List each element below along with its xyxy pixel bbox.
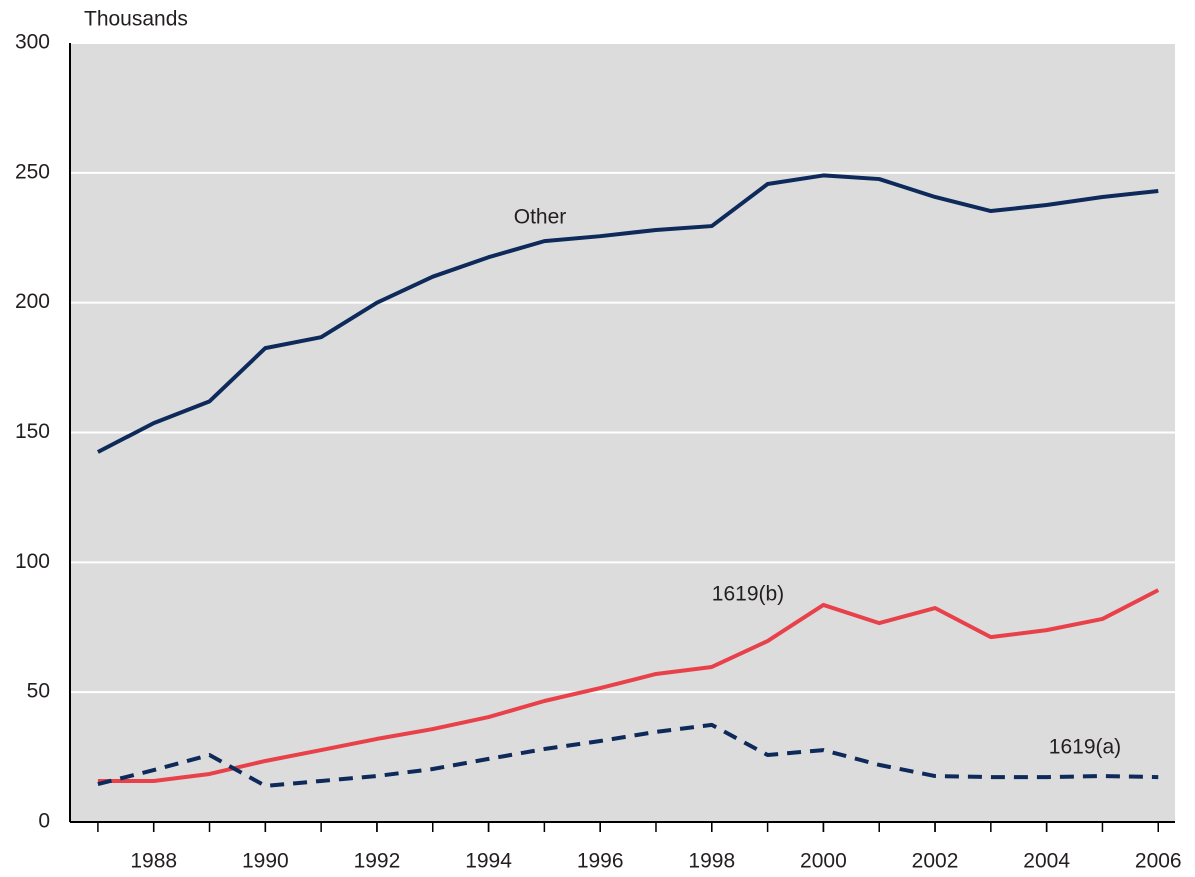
x-tick-label: 2002 [912,850,959,873]
y-tick-label: 0 [38,810,50,833]
x-tick-label: 1990 [242,850,289,873]
x-tick-label: 1996 [577,850,624,873]
series-label: 1619(b) [712,583,784,606]
y-tick-label: 200 [15,290,50,313]
x-tick-label: 2004 [1023,850,1070,873]
series-label: Other [514,206,567,229]
x-tick-label: 1998 [688,850,735,873]
y-tick-label: 150 [15,420,50,443]
x-tick-label: 1994 [465,850,512,873]
y-tick-label: 300 [15,31,50,54]
y-tick-label: 50 [27,680,50,703]
y-axis-label: Thousands [84,8,188,31]
x-tick-label: 1988 [130,850,177,873]
y-tick-label: 100 [15,550,50,573]
x-tick-label: 1992 [354,850,401,873]
series-label: 1619(a) [1049,736,1121,759]
series-line [97,722,1159,788]
series-line [96,173,1159,454]
x-tick-label: 2000 [800,850,847,873]
x-tick-label: 2006 [1135,850,1182,873]
y-tick-label: 250 [15,160,50,183]
series-line [97,588,1160,783]
